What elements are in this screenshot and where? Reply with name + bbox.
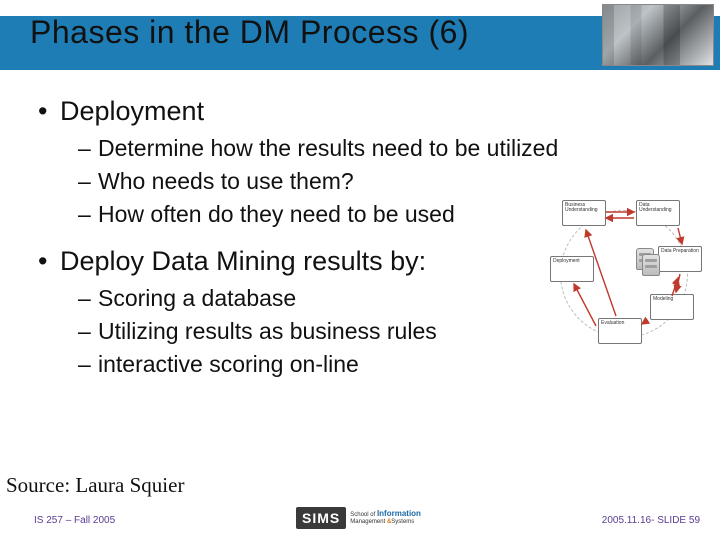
process-diagram: Business Understanding Data Understandin…: [550, 200, 702, 348]
bullet-dot-icon: •: [38, 246, 60, 277]
slide-title: Phases in the DM Process (6): [30, 14, 469, 51]
dash-icon: –: [78, 283, 98, 314]
subbullet-text: interactive scoring on-line: [98, 349, 359, 380]
sims-logo-sub: School of Information Management &System…: [350, 510, 421, 525]
subbullet-text: How often do they need to be used: [98, 199, 455, 230]
subbullet: – interactive scoring on-line: [78, 349, 682, 380]
dash-icon: –: [78, 133, 98, 164]
bullet-text: Deployment: [60, 96, 204, 127]
bullet-deployment: • Deployment: [38, 96, 682, 127]
title-photo: [602, 4, 714, 66]
logo-sub: Systems: [391, 519, 414, 525]
footer-right: 2005.11.16- SLIDE 59: [602, 515, 700, 526]
bullet-text: Deploy Data Mining results by:: [60, 246, 426, 277]
bullet-dot-icon: •: [38, 96, 60, 127]
subbullet: – Determine how the results need to be u…: [78, 133, 682, 164]
slide: Phases in the DM Process (6) • Deploymen…: [0, 0, 720, 540]
logo-sub: Management: [350, 519, 385, 525]
subbullet-text: Scoring a database: [98, 283, 296, 314]
dash-icon: –: [78, 166, 98, 197]
subbullet-text: Determine how the results need to be uti…: [98, 133, 558, 164]
subbullet-text: Who needs to use them?: [98, 166, 354, 197]
logo-sub: School of: [350, 512, 375, 518]
dash-icon: –: [78, 199, 98, 230]
sims-logo-text: SIMS: [296, 507, 346, 529]
dash-icon: –: [78, 316, 98, 347]
arrows-icon: [550, 200, 702, 348]
logo-sub: Information: [377, 509, 421, 518]
sims-logo: SIMS School of Information Management &S…: [296, 504, 446, 532]
dash-icon: –: [78, 349, 98, 380]
source-citation: Source: Laura Squier: [6, 473, 184, 498]
footer-left: IS 257 – Fall 2005: [34, 515, 115, 526]
subbullet-text: Utilizing results as business rules: [98, 316, 437, 347]
subbullet: – Who needs to use them?: [78, 166, 682, 197]
